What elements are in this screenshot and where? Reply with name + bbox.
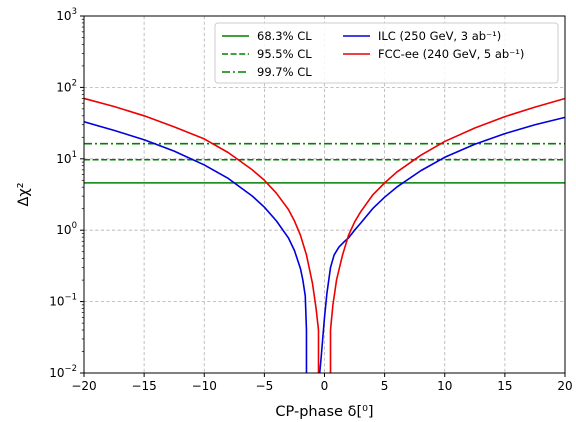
y-tick-label: 100: [56, 221, 77, 237]
series-lines: [83, 97, 566, 374]
series-0-segment-1: [318, 116, 566, 374]
x-tick-label: 0: [321, 379, 329, 393]
x-tick-label: −5: [256, 379, 274, 393]
series-1-segment-0: [83, 97, 320, 373]
x-tick-label: −20: [71, 379, 96, 393]
x-tick-label: 5: [381, 379, 389, 393]
legend-label-cl: 99.7% CL: [257, 65, 312, 79]
series-1-segment-1: [329, 97, 566, 373]
y-tick-label: 101: [56, 150, 77, 166]
x-tick-label: −10: [192, 379, 217, 393]
y-tick-label: 103: [56, 7, 77, 23]
legend: 68.3% CL 95.5% CL 99.7% CL ILC (250 GeV, 3 …: [214, 22, 559, 84]
x-axis-label: CP-phase δ[⁰]: [275, 404, 373, 420]
y-axis-label: Δχ²: [16, 182, 32, 206]
x-tick-label: 10: [437, 379, 452, 393]
y-tick-label: 10−1: [49, 293, 77, 309]
axis-ticks: −20 −15 −10 −5 0 5 10 15 20 10−2 10−1 100 101 102 103: [49, 7, 572, 393]
y-tick-label: 10−2: [49, 364, 77, 380]
reference-lines: [84, 142, 565, 184]
series-0-segment-0: [83, 121, 308, 373]
legend-label-series: FCC-ee (240 GeV, 5 ab⁻¹): [378, 47, 524, 61]
legend-box: [214, 22, 559, 84]
y-tick-label: 102: [56, 78, 77, 94]
legend-label-cl: 95.5% CL: [257, 47, 312, 61]
x-tick-label: −15: [131, 379, 156, 393]
x-tick-label: 15: [497, 379, 512, 393]
legend-label-cl: 68.3% CL: [257, 29, 312, 43]
legend-label-series: ILC (250 GeV, 3 ab⁻¹): [378, 29, 501, 43]
x-tick-label: 20: [557, 379, 572, 393]
